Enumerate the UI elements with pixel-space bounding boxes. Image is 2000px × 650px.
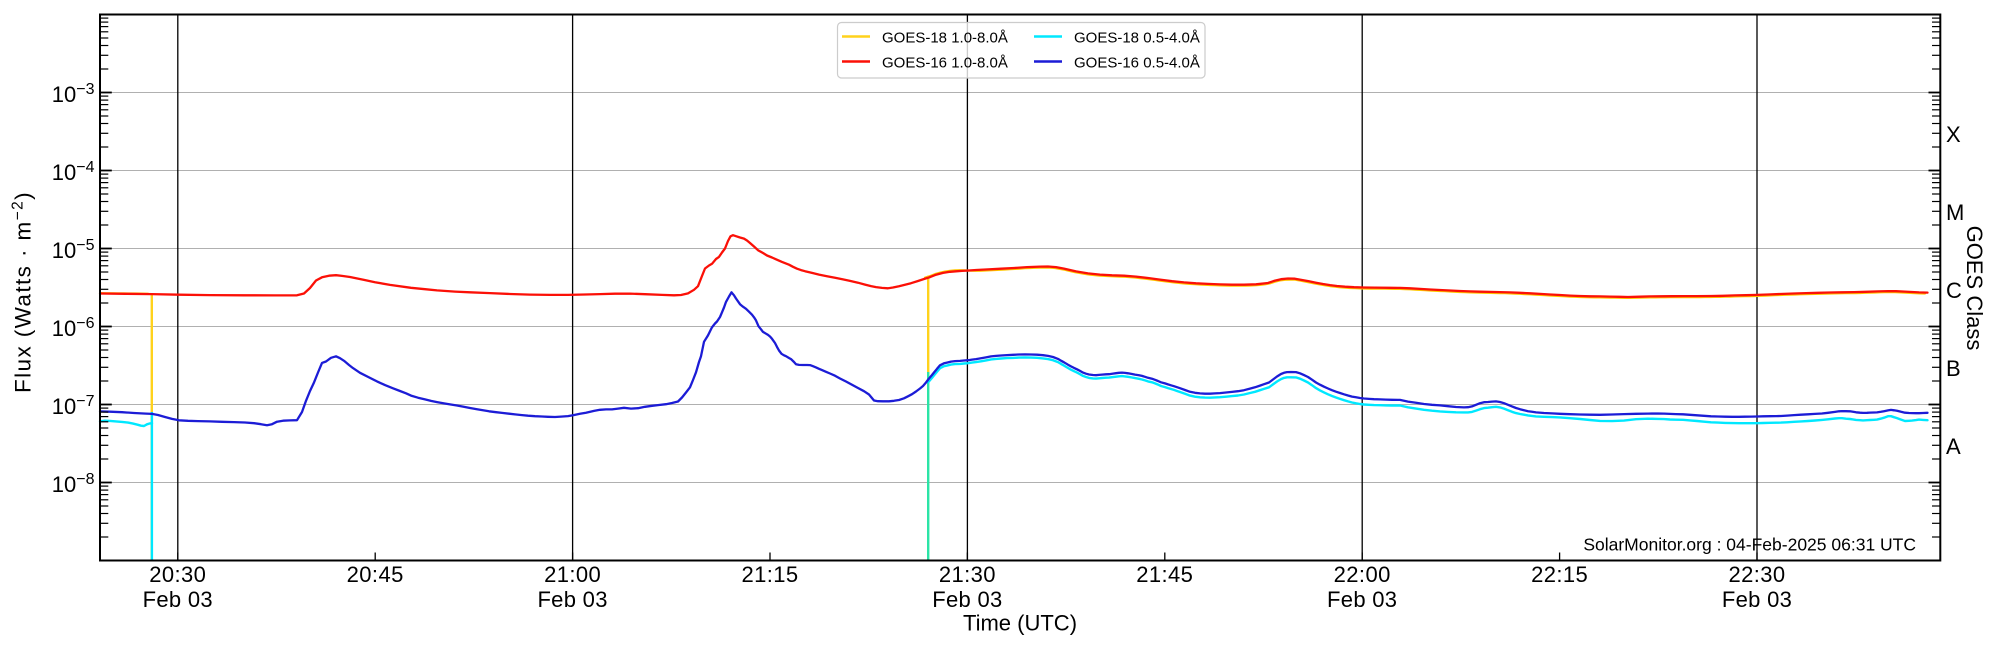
svg-text:Feb 03: Feb 03 (143, 587, 213, 612)
svg-text:GOES Class: GOES Class (1962, 226, 1987, 351)
svg-text:10−8: 10−8 (52, 471, 95, 497)
svg-text:B: B (1946, 356, 1961, 381)
svg-text:SolarMonitor.org : 04-Feb-2025: SolarMonitor.org : 04-Feb-2025 06:31 UTC (1583, 535, 1916, 555)
svg-text:C: C (1946, 278, 1962, 303)
svg-text:10−3: 10−3 (52, 81, 95, 107)
svg-text:22:30: 22:30 (1728, 562, 1785, 587)
svg-text:21:30: 21:30 (939, 562, 996, 587)
svg-text:Feb 03: Feb 03 (1722, 587, 1792, 612)
svg-text:A: A (1946, 434, 1961, 459)
svg-text:X: X (1946, 122, 1961, 147)
svg-text:20:45: 20:45 (347, 562, 404, 587)
svg-text:Feb 03: Feb 03 (932, 587, 1002, 612)
svg-text:Feb 03: Feb 03 (537, 587, 607, 612)
svg-text:22:15: 22:15 (1531, 562, 1588, 587)
svg-text:GOES-16 0.5-4.0Å: GOES-16 0.5-4.0Å (1074, 55, 1200, 72)
svg-text:GOES-18 0.5-4.0Å: GOES-18 0.5-4.0Å (1074, 30, 1200, 47)
svg-text:Flux (Watts · m−2): Flux (Watts · m−2) (10, 191, 36, 393)
svg-text:21:15: 21:15 (741, 562, 798, 587)
svg-text:Time (UTC): Time (UTC) (963, 611, 1077, 636)
svg-text:21:45: 21:45 (1136, 562, 1193, 587)
svg-text:21:00: 21:00 (544, 562, 601, 587)
svg-text:GOES-18 1.0-8.0Å: GOES-18 1.0-8.0Å (882, 30, 1008, 47)
svg-text:GOES-16 1.0-8.0Å: GOES-16 1.0-8.0Å (882, 55, 1008, 72)
svg-text:M: M (1946, 200, 1964, 225)
svg-text:22:00: 22:00 (1334, 562, 1391, 587)
svg-text:20:30: 20:30 (149, 562, 206, 587)
svg-text:Feb 03: Feb 03 (1327, 587, 1397, 612)
